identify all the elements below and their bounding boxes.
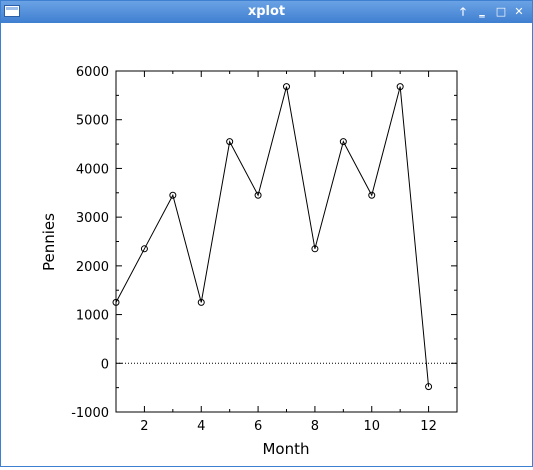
plot-frame <box>115 70 458 413</box>
data-point <box>283 83 290 91</box>
y-tick-label: -1000 <box>71 406 109 421</box>
data-point <box>396 83 404 91</box>
y-axis-label: Pennies <box>40 213 58 271</box>
line-chart: Month Pennies 2 4 6 8 10 12 -1000 0 1000 2000 3000… <box>40 65 458 458</box>
y-tick-label: 1000 <box>76 309 109 324</box>
y-tick-label: 6000 <box>76 65 109 80</box>
window-title: xplot <box>247 4 286 19</box>
x-tick-label: 10 <box>363 419 380 434</box>
data-point <box>112 298 120 306</box>
minimize-icon[interactable]: ‗ <box>479 5 485 18</box>
y-tick-label: 2000 <box>76 260 109 275</box>
data-point <box>140 245 148 253</box>
data-point <box>197 298 205 306</box>
window-menu-icon[interactable] <box>4 5 20 17</box>
x-tick-label: 2 <box>140 419 148 434</box>
x-tick-label: 6 <box>254 419 262 434</box>
data-point <box>226 138 234 146</box>
series-line <box>115 86 430 387</box>
data-point <box>254 191 262 199</box>
data-point <box>339 138 347 146</box>
x-tick-label: 8 <box>311 419 319 434</box>
plot-area: Month Pennies 2 4 6 8 10 12 -1000 0 1000 2000 3000… <box>1 23 532 466</box>
data-point <box>425 383 433 391</box>
data-point <box>368 191 376 199</box>
title-bar[interactable]: xplot 🡑 ‗ □ ✕ <box>1 1 532 23</box>
x-axis-label: Month <box>262 440 309 458</box>
x-tick-label: 4 <box>197 419 205 434</box>
maximize-icon[interactable]: □ <box>495 5 507 18</box>
y-tick-label: 5000 <box>76 114 109 129</box>
raise-icon[interactable]: 🡑 <box>460 5 466 18</box>
close-icon[interactable]: ✕ <box>514 5 524 18</box>
y-tick-label: 3000 <box>76 211 109 226</box>
y-tick-label: 4000 <box>76 162 109 177</box>
data-point <box>311 245 319 253</box>
x-tick-label: 12 <box>420 419 437 434</box>
data-point <box>169 191 177 199</box>
y-tick-label: 0 <box>101 357 109 372</box>
